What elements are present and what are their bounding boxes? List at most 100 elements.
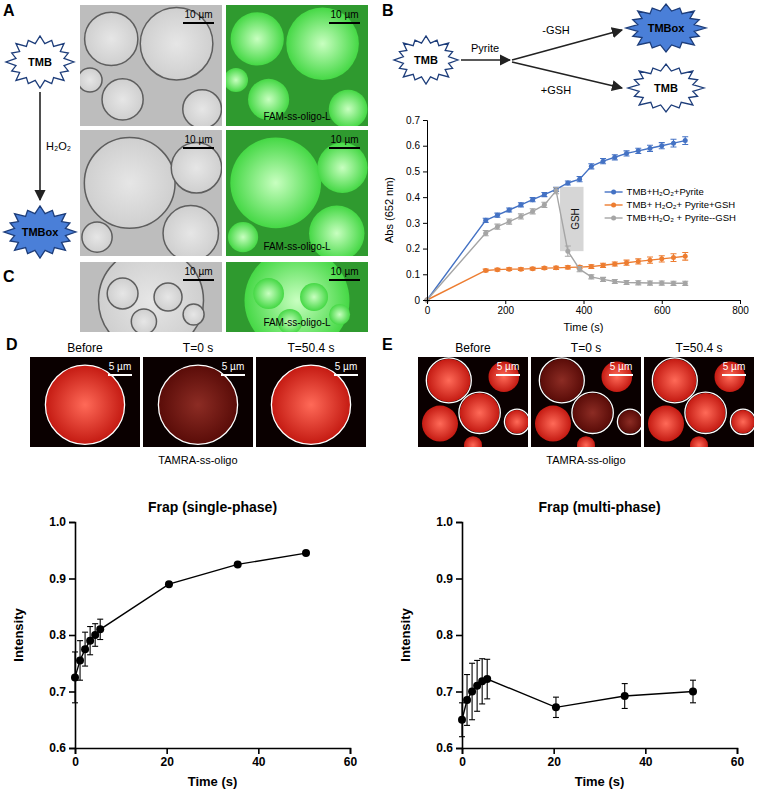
x-axis: 0200400600800 bbox=[425, 300, 750, 316]
arrow bbox=[461, 59, 510, 61]
data-point bbox=[96, 625, 104, 633]
roi bbox=[158, 365, 237, 444]
x-tick-label: 200 bbox=[497, 305, 514, 316]
droplet bbox=[653, 359, 696, 402]
error-bar bbox=[530, 209, 536, 214]
data-point bbox=[689, 688, 697, 696]
x-axis: 0204060 bbox=[459, 748, 744, 769]
chart-title: Frap (multi-phase) bbox=[538, 499, 660, 515]
error-bar-cap bbox=[553, 697, 559, 698]
data-point bbox=[577, 177, 582, 182]
x-axis-title: Time (s) bbox=[564, 321, 604, 333]
caption: TAMRA-ss-oligo bbox=[546, 454, 625, 466]
data-point bbox=[463, 696, 471, 704]
data-point bbox=[671, 281, 676, 286]
scheme-label: H₂O₂ bbox=[46, 140, 71, 152]
y-tick-mark bbox=[456, 522, 462, 524]
scheme-label: +GSH bbox=[541, 84, 571, 96]
data-point bbox=[542, 266, 547, 271]
data-point bbox=[589, 264, 594, 269]
droplet bbox=[300, 283, 328, 311]
data-point bbox=[577, 267, 582, 272]
star-shape bbox=[6, 36, 74, 88]
error-bar bbox=[464, 675, 470, 726]
legend-entry: TMB+H₂O₂ + Pyrite--GSH bbox=[605, 212, 736, 223]
data-point bbox=[648, 258, 653, 263]
x-axis-title: Time (s) bbox=[188, 774, 238, 789]
error-bar-cap bbox=[682, 260, 688, 261]
panel-letter: E bbox=[382, 336, 393, 353]
error-bar-cap bbox=[670, 146, 676, 147]
y-tick-mark bbox=[456, 691, 462, 693]
x-tick: 800 bbox=[732, 300, 749, 316]
error-bar-cap bbox=[690, 702, 696, 703]
error-bar bbox=[659, 281, 665, 285]
y-tick-label: 0.6 bbox=[406, 140, 420, 151]
y-axis-line bbox=[423, 121, 428, 301]
error-bar bbox=[624, 260, 630, 265]
error-bar bbox=[647, 145, 653, 151]
chart-title: Frap (single-phase) bbox=[148, 499, 277, 515]
droplet bbox=[271, 365, 350, 444]
droplet bbox=[648, 406, 684, 442]
scheme-label: Pyrite bbox=[471, 42, 499, 54]
error-bar bbox=[518, 203, 524, 207]
data-point bbox=[518, 267, 523, 272]
error-bar-cap bbox=[464, 725, 470, 726]
scale-bar bbox=[183, 22, 214, 24]
x-tick: 600 bbox=[654, 300, 671, 316]
error-bar-cap bbox=[622, 708, 628, 709]
y-axis-title: Intensity bbox=[398, 608, 413, 662]
error-bar-cap bbox=[82, 632, 88, 633]
micrograph bbox=[80, 130, 222, 256]
scale-bar-label: 10 µm bbox=[185, 9, 213, 20]
y-tick: 0.1 bbox=[406, 269, 427, 280]
droplet bbox=[686, 393, 726, 433]
scheme-label: TMB bbox=[414, 54, 438, 66]
legend-entry: TMB+H₂O₂+Pyrite bbox=[605, 186, 704, 197]
y-tick-label: 0.6 bbox=[49, 741, 66, 755]
x-tick-mark bbox=[584, 300, 585, 304]
image-label: FAM-ss-oligo-L bbox=[263, 241, 331, 252]
error-bar bbox=[565, 246, 571, 256]
star-shape bbox=[628, 64, 704, 112]
data-point bbox=[683, 281, 688, 286]
scale-bar bbox=[183, 279, 214, 281]
error-bar-cap bbox=[690, 680, 696, 681]
legend-entry: TMB+ H₂O₂+ Pyrite+GSH bbox=[605, 199, 736, 210]
y-tick: 0.6 bbox=[406, 140, 427, 151]
error-bar-cap bbox=[647, 263, 653, 264]
data-point bbox=[165, 580, 173, 588]
error-bar-cap bbox=[682, 136, 688, 137]
y-tick: 0.6 bbox=[49, 741, 75, 755]
frame-title: Before bbox=[455, 341, 491, 355]
data-point bbox=[554, 265, 559, 270]
y-tick-mark bbox=[423, 120, 427, 121]
x-tick: 0 bbox=[425, 300, 431, 316]
y-tick-label: 0 bbox=[414, 295, 420, 306]
y-tick-mark bbox=[456, 748, 462, 750]
y-tick-label: 0.5 bbox=[406, 166, 420, 177]
error-bar bbox=[565, 266, 571, 269]
droplet bbox=[731, 410, 754, 433]
droplet bbox=[460, 393, 500, 433]
droplet bbox=[171, 143, 221, 193]
data-point bbox=[671, 255, 676, 260]
error-bar-cap bbox=[565, 256, 571, 257]
error-bar bbox=[635, 148, 641, 153]
image-background bbox=[256, 357, 366, 447]
roi bbox=[730, 409, 754, 434]
error-bar-cap bbox=[647, 257, 653, 258]
error-bar-cap bbox=[484, 659, 490, 660]
error-bar bbox=[647, 257, 653, 263]
error-bar-cap bbox=[82, 666, 88, 667]
data-point bbox=[636, 280, 641, 285]
y-tick: 0.7 bbox=[49, 685, 75, 699]
data-point bbox=[495, 224, 500, 229]
scale-bar-label: 5 µm bbox=[723, 361, 745, 372]
error-bar bbox=[635, 259, 641, 264]
y-tick-mark bbox=[456, 635, 462, 637]
x-tick-label: 60 bbox=[731, 755, 745, 769]
error-bar-cap bbox=[647, 151, 653, 152]
error-bar bbox=[506, 219, 512, 224]
